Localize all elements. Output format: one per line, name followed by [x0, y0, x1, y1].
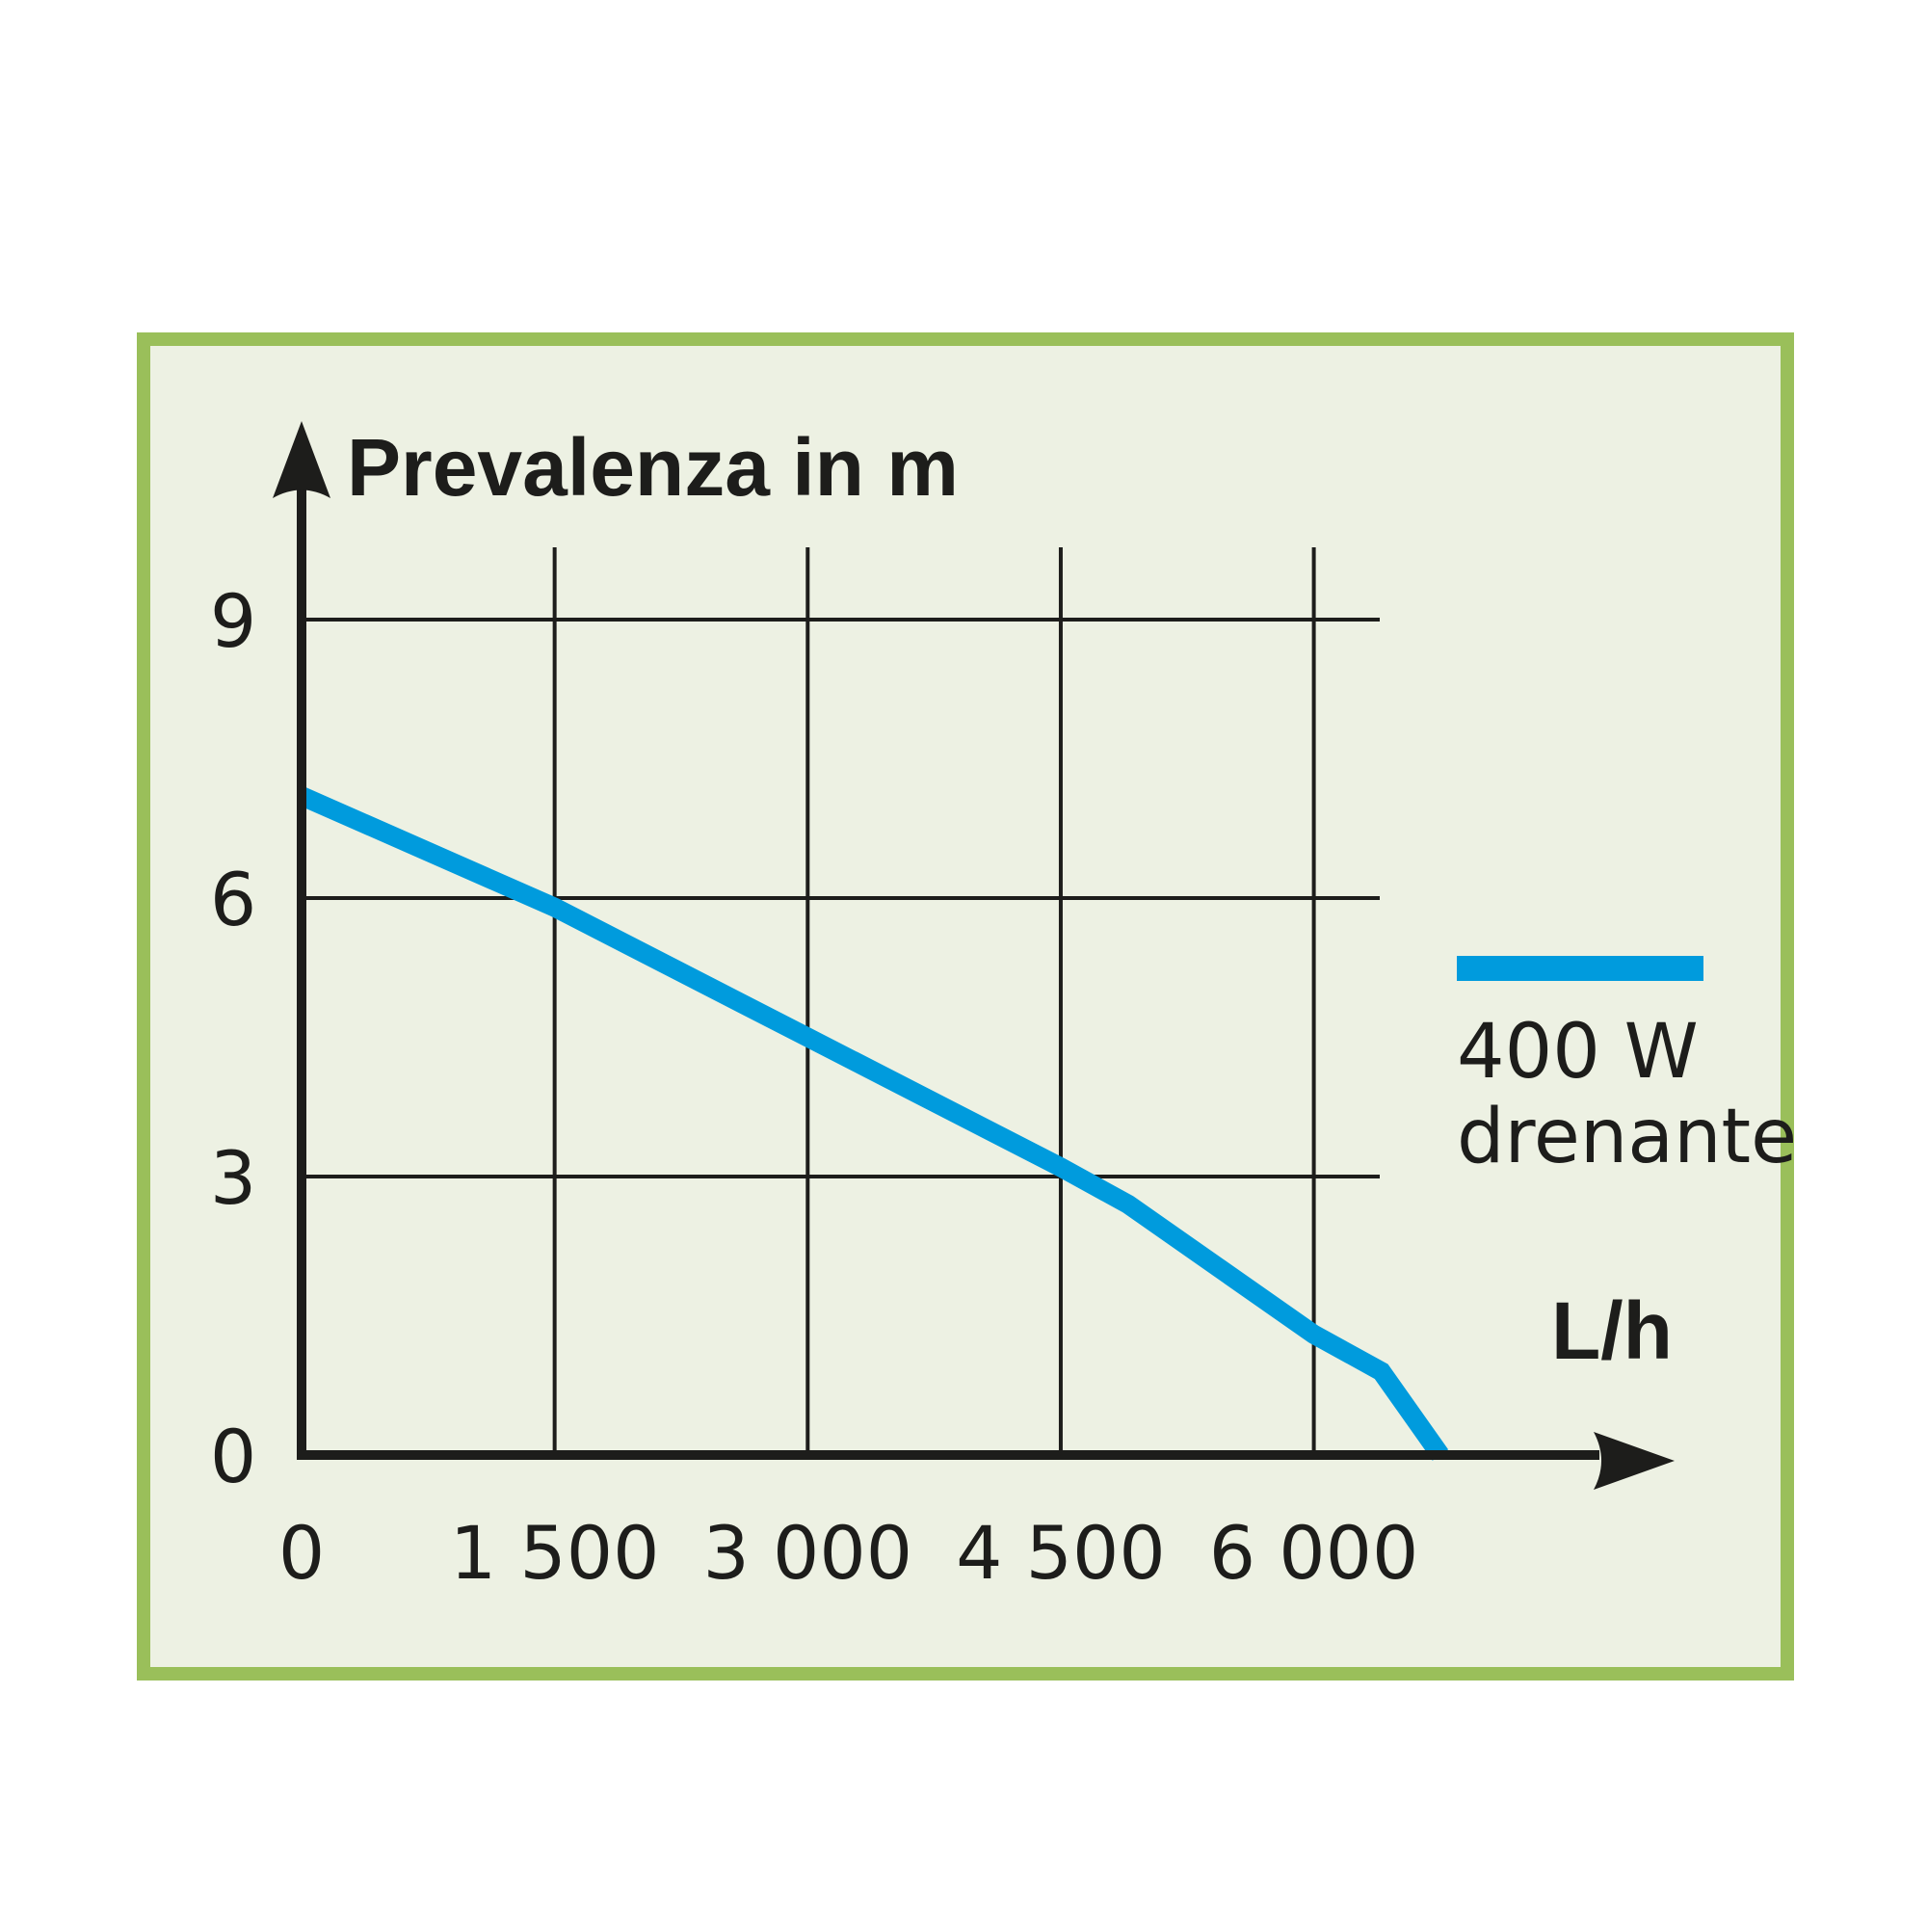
chart-panel: [137, 332, 1794, 1681]
axes: [273, 421, 1675, 1490]
y-tick-label: 0: [210, 1414, 256, 1499]
series-lines: [297, 786, 1449, 1461]
series-line-0: [297, 786, 1449, 1461]
y-axis-arrow: [273, 421, 330, 498]
y-tick-label: 3: [210, 1135, 256, 1221]
x-tick-label: 1 500: [450, 1510, 660, 1596]
tick-labels: 0 3 6 9 0 1 500 3 000 4 500 6 000: [210, 578, 1419, 1596]
x-tick-label: 0: [278, 1510, 325, 1596]
legend-swatch: [1457, 956, 1703, 981]
x-tick-label: 6 000: [1209, 1510, 1419, 1596]
x-tick-label: 4 500: [956, 1510, 1166, 1596]
legend-label-line: drenante: [1457, 1094, 1797, 1180]
x-axis-arrow: [1594, 1432, 1675, 1490]
y-tick-label: 6: [210, 857, 256, 942]
grid-lines: [302, 547, 1380, 1455]
x-tick-label: 3 000: [703, 1510, 913, 1596]
legend-label-line: 400 W: [1457, 1009, 1699, 1096]
y-tick-label: 9: [210, 578, 256, 664]
y-axis-title: Prevalenza in m: [347, 422, 959, 513]
x-axis-title: L/h: [1551, 1285, 1673, 1376]
